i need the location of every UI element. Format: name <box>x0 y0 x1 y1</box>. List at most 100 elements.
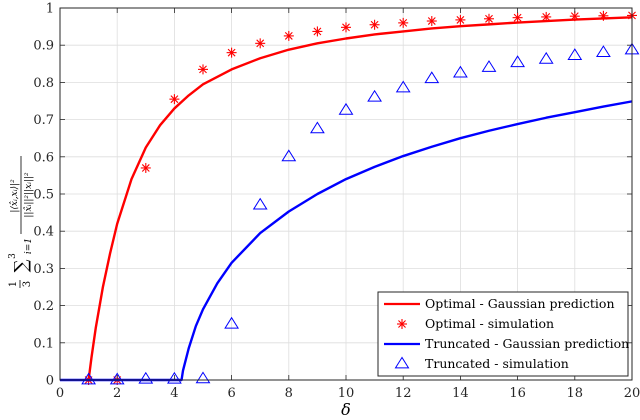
x-tick-label: 10 <box>338 386 355 401</box>
asterisk-stroke <box>485 14 493 23</box>
asterisk-stroke <box>456 15 465 24</box>
legend-swatch-triangle <box>394 356 410 369</box>
y-label-sum-bottom: i=1 <box>24 238 34 254</box>
asterisk-stroke <box>284 31 293 40</box>
data-point-triangle <box>395 80 411 93</box>
legend-entry-truncated-simulation: Truncated - simulation <box>394 356 569 371</box>
legend-label: Truncated - Gaussian prediction <box>425 336 629 351</box>
legend-triangle-marker <box>394 356 410 369</box>
series-line <box>60 100 633 382</box>
y-label-sum-sign: ∑ <box>11 259 32 272</box>
y-tick-label: 0.4 <box>33 225 54 240</box>
series-1 <box>83 10 637 385</box>
y-tick-label: 0.5 <box>33 188 54 203</box>
asterisk-stroke <box>342 23 350 32</box>
data-point-asterisk <box>283 30 294 41</box>
data-point-triangle <box>109 372 125 385</box>
y-label-ratio-num: |⟨x̂ᵢ,xᵢ⟩|² <box>9 179 20 213</box>
series-0 <box>87 16 633 381</box>
data-point-asterisk <box>512 12 523 23</box>
data-point-triangle <box>224 316 240 329</box>
asterisk-stroke <box>313 27 322 36</box>
y-tick-label: 0.9 <box>33 39 54 54</box>
series-3 <box>81 42 640 385</box>
x-tick-label: 6 <box>227 386 235 401</box>
data-point-asterisk <box>140 162 151 173</box>
legend-box <box>377 291 629 377</box>
data-point-triangle <box>481 60 497 72</box>
data-point-asterisk <box>541 11 552 22</box>
series-line <box>87 16 633 381</box>
x-tick-label: 12 <box>395 386 412 401</box>
data-point-triangle <box>252 197 268 210</box>
asterisk-stroke <box>199 65 207 74</box>
data-point-asterisk <box>169 94 180 105</box>
data-point-asterisk <box>455 14 466 25</box>
asterisk-stroke <box>398 320 406 328</box>
legend: Optimal - Gaussian prediction Optimal - … <box>377 291 629 377</box>
legend-label: Optimal - simulation <box>425 316 554 331</box>
x-tick-label: 16 <box>509 386 526 401</box>
y-tick-label: 0.2 <box>33 299 54 314</box>
data-point-triangle <box>309 121 325 134</box>
data-point-asterisk <box>369 19 380 30</box>
x-tick-label: 8 <box>285 386 293 401</box>
data-point-triangle <box>452 65 468 78</box>
data-point-triangle <box>338 102 354 115</box>
asterisk-stroke <box>513 13 522 22</box>
asterisk-stroke <box>599 11 608 20</box>
data-point-asterisk <box>255 38 266 49</box>
legend-asterisk-marker <box>397 319 407 329</box>
series-2 <box>60 100 633 382</box>
data-point-triangle <box>538 51 554 64</box>
x-tick-label: 0 <box>56 386 64 401</box>
x-tick-label: 14 <box>452 386 469 401</box>
x-tick-label: 4 <box>170 386 178 401</box>
y-label-ratio-den: ||x̂ᵢ||²||xᵢ||² <box>23 172 34 218</box>
x-tick-label: 20 <box>624 386 640 401</box>
asterisk-stroke <box>227 48 236 57</box>
y-label-frac-num: 1 <box>8 281 19 287</box>
data-point-triangle <box>424 71 440 84</box>
data-point-triangle <box>195 371 211 384</box>
data-point-asterisk <box>398 17 409 28</box>
legend-entry-optimal-simulation: Optimal - simulation <box>397 316 554 331</box>
data-point-triangle <box>81 372 97 385</box>
data-point-asterisk <box>484 13 494 24</box>
legend-swatch-asterisk <box>397 319 407 329</box>
data-point-asterisk <box>426 16 437 27</box>
legend-label: Truncated - simulation <box>425 356 569 371</box>
y-label-frac-den: 3 <box>22 281 33 287</box>
data-point-triangle <box>510 55 526 68</box>
legend-label: Optimal - Gaussian prediction <box>425 296 615 311</box>
y-tick-label: 0.6 <box>33 150 54 165</box>
legend-entry-truncated-prediction: Truncated - Gaussian prediction <box>384 336 629 351</box>
data-point-asterisk <box>341 22 351 33</box>
data-point-asterisk <box>312 26 323 37</box>
y-tick-label: 1 <box>46 2 54 17</box>
asterisk-stroke <box>570 12 579 21</box>
data-point-asterisk <box>198 64 208 75</box>
data-point-triangle <box>367 89 383 102</box>
x-tick-label: 2 <box>113 386 121 401</box>
x-tick-label: 18 <box>567 386 584 401</box>
legend-entry-optimal-prediction: Optimal - Gaussian prediction <box>384 296 615 311</box>
data-point-asterisk <box>598 10 609 21</box>
y-tick-label: 0.8 <box>33 76 54 91</box>
y-label-sum-top: 3 <box>8 253 18 259</box>
data-point-triangle <box>166 371 182 384</box>
y-axis-label: 1 3 ∑ 3 i=1 |⟨x̂ᵢ,xᵢ⟩|² ||x̂ᵢ||²||xᵢ||² <box>8 156 34 288</box>
y-tick-label: 0.3 <box>33 262 54 277</box>
data-point-triangle <box>567 48 583 61</box>
axis-ticks: 0 2 4 6 8 10 12 14 16 18 20 0 0.1 0.2 0.3 0.4 0.5 0.6 0.7 0… <box>33 2 640 402</box>
data-point-asterisk <box>226 47 237 58</box>
data-point-triangle <box>595 45 611 58</box>
series-layer <box>60 10 640 385</box>
data-point-triangle <box>138 371 154 384</box>
data-point-triangle <box>281 149 297 162</box>
asterisk-stroke <box>170 95 179 104</box>
asterisk-stroke <box>256 39 265 48</box>
asterisk-stroke <box>427 17 436 25</box>
asterisk-stroke <box>542 13 551 21</box>
